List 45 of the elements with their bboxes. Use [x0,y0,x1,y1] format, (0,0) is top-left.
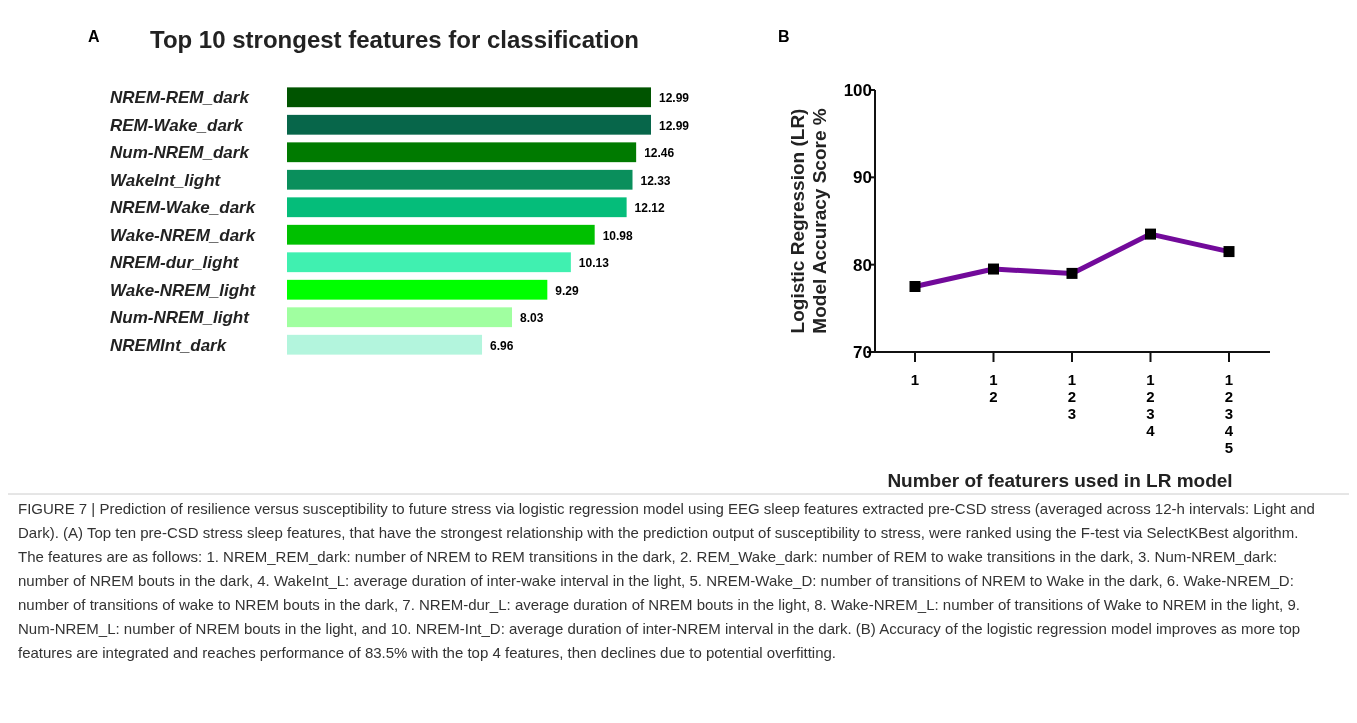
data-label: 12.33 [640,173,671,188]
data-label: 12.12 [634,201,665,216]
y-tick-label: NREM-REM_dark [110,88,251,108]
y-tick-label: Wake-NREM_light [110,280,257,300]
x-tick-label: 1 2 3 4 [1146,371,1156,439]
bar [287,197,627,218]
data-label: 12.99 [659,118,690,133]
bar [287,252,571,273]
bar [287,334,483,355]
y-tick-label: 80 [853,255,872,275]
chart-title: Top 10 strongest features for classification [150,26,640,53]
x-tick-label: 1 2 3 [1067,371,1077,422]
data-label: 12.46 [644,146,675,161]
y-tick-label: Num-NREM_dark [110,143,251,163]
bar [287,224,595,245]
text: B [778,28,790,45]
data-label: 6.96 [490,338,514,353]
bar [287,114,651,135]
bar [287,87,651,108]
bar [287,279,548,300]
y-tick-label: REM-Wake_dark [110,115,245,135]
bar [287,169,633,190]
x-tick-label: 1 2 [989,371,998,405]
x-tick-label: 1 [910,371,920,388]
data-label: 8.03 [520,311,544,326]
x-tick-label: 1 2 3 4 5 [1224,371,1234,456]
caption: FIGURE 7 | Prediction of resilience versus susceptibility to future stress via logistic regression model using EEG sleep features extracted pre-CSD stress (averaged across 12-h intervals: Light and Dark). (A) Top ten pre-CSD stress sleep features, that have the strongest relationship with the prediction output of susceptibility to stress, were ranked using the F-test via SelectKBest algorithm. The features are as follows: 1. NREM_REM_dark: number of NREM to REM transitions in the dark, 2. REM_Wake_dark: number of REM to wake transitions in the dark, 3. Num-NREM_dark: number of NREM bouts in the dark, 4. WakeInt_L: average duration of inter-wake interval in the light, 5. NREM-Wake_D: number of transitions of NREM to Wake in the dark, 6. Wake-NREM_D: number of transitions of wake to NREM bouts in the dark, 7. NREM-dur_L: average duration of NREM bouts in the light, 8. Wake-NREM_L: number of transitions of Wake to NREM in the light, 9. Num-NREM_L: number of NREM bouts in the light, and 10. NREM-Int_D: average duration of inter-NREM interval in the dark. (B) Accuracy of the logistic regression model improves as more top features are integrated and reaches performance of 83.5% with the top 4 features, then declines due to potential overfitting. [18,500,1315,661]
y-tick-label: NREM-dur_light [110,253,240,273]
y-tick-label: NREMInt_dark [110,335,228,355]
data-label: 10.98 [602,228,634,243]
bar [287,142,637,163]
y-tick-label: 100 [843,81,872,100]
y-tick-label: WakeInt_light [110,170,222,190]
y-tick-label: 90 [853,168,872,188]
data-label: 10.13 [578,256,610,271]
y-axis-title: Logistic Regression (LR) Model Accuracy Score % [787,108,830,334]
x-axis-title: Number of featurers used in LR model [887,470,1233,491]
bar [287,307,513,328]
data-label: 9.29 [555,283,579,298]
y-tick-label: NREM-Wake_dark [110,198,257,218]
text: A [88,28,100,45]
y-tick-label: 70 [853,343,872,362]
data-label: 12.99 [659,91,690,106]
y-tick-label: Num-NREM_light [110,308,251,328]
y-tick-label: Wake-NREM_dark [110,225,257,245]
